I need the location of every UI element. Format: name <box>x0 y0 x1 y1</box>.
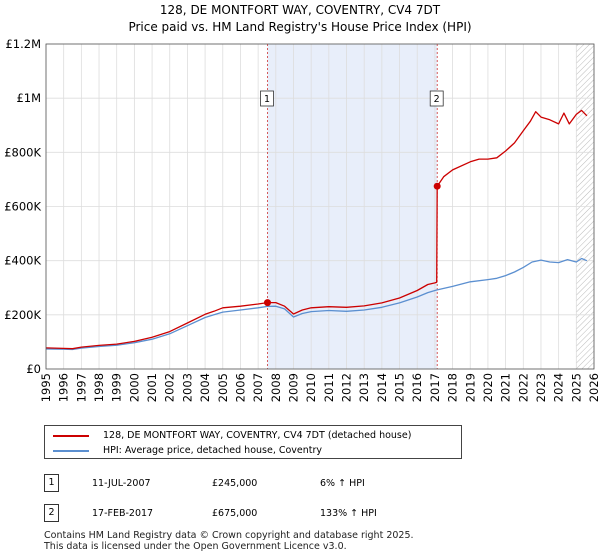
x-tick-label: 1998 <box>92 373 106 402</box>
sale-1-point <box>263 299 271 307</box>
x-tick-label: 2004 <box>198 373 212 402</box>
plot-frame <box>45 43 595 370</box>
sale-date: 17-FEB-2017 <box>92 508 154 519</box>
x-tick-label: 2011 <box>322 373 336 402</box>
y-tick-label: £800K <box>4 145 41 159</box>
x-tick-label: 2017 <box>428 373 442 402</box>
y-tick-label: £1.2M <box>5 37 41 51</box>
legend-swatch-property <box>53 434 89 437</box>
x-tick-label: 2016 <box>410 373 424 402</box>
x-tick-label: 2003 <box>180 373 194 402</box>
x-tick-label: 2010 <box>304 373 318 402</box>
sale-price: £245,000 <box>212 478 258 489</box>
x-tick-label: 2021 <box>499 373 513 402</box>
title-line-1: 128, DE MONTFORT WAY, COVENTRY, CV4 7DT <box>159 3 441 17</box>
sale-1-label-box <box>260 90 274 107</box>
y-tick-label: £1M <box>16 91 41 105</box>
sale-number: 2 <box>44 504 59 522</box>
x-tick-label: 2022 <box>516 373 530 402</box>
x-tick-label: 2000 <box>127 373 141 402</box>
x-tick-label: 2023 <box>534 373 548 402</box>
legend-item-property: 128, DE MONTFORT WAY, COVENTRY, CV4 7DT … <box>53 428 411 443</box>
y-tick-label: £600K <box>4 200 41 214</box>
legend-item-hpi: HPI: Average price, detached house, Cove… <box>53 443 322 458</box>
x-tick-label: 2005 <box>216 373 230 402</box>
x-tick-label: 2008 <box>269 373 283 402</box>
chart-title: 128, DE MONTFORT WAY, COVENTRY, CV4 7DT … <box>0 2 600 36</box>
sale-2-label-box <box>429 90 444 107</box>
footer-line-2: This data is licensed under the Open Gov… <box>44 540 347 552</box>
x-tick-label: 2007 <box>251 373 265 402</box>
x-tick-label: 2002 <box>163 373 177 402</box>
x-tick-label: 1995 <box>39 373 53 402</box>
sale-1-label: 1 <box>264 94 270 105</box>
x-tick-label: 2012 <box>340 373 354 402</box>
footer: Contains HM Land Registry data © Crown c… <box>44 530 414 552</box>
x-tick-label: 2015 <box>393 373 407 402</box>
x-tick-label: 2001 <box>145 373 159 402</box>
hpi-line <box>45 257 588 351</box>
legend: 128, DE MONTFORT WAY, COVENTRY, CV4 7DT … <box>44 425 462 459</box>
x-tick-label: 1999 <box>110 373 124 402</box>
x-tick-label: 2025 <box>569 373 583 402</box>
sale-2-point <box>433 182 441 190</box>
x-tick-label: 2019 <box>463 373 477 402</box>
price-chart: 1 2 £0 £200K £400K £600K £800K £1M £1.2M 1995 1996… <box>4 37 600 402</box>
x-tick-label: 2024 <box>552 373 566 402</box>
sale-hpi-change: 133% ↑ HPI <box>320 508 377 519</box>
sale-price: £675,000 <box>212 508 258 519</box>
sale-date: 11-JUL-2007 <box>92 478 151 489</box>
sale-hpi-change: 6% ↑ HPI <box>320 478 365 489</box>
footer-line-1: Contains HM Land Registry data © Crown c… <box>44 530 414 541</box>
x-tick-label: 2009 <box>287 373 301 402</box>
legend-label-hpi: HPI: Average price, detached house, Cove… <box>103 445 323 456</box>
x-tick-label: 2026 <box>587 373 600 402</box>
sale-2-label: 2 <box>434 94 440 105</box>
x-tick-label: 2013 <box>357 373 371 402</box>
y-tick-label: £0 <box>26 362 41 376</box>
y-tick-label: £400K <box>4 254 41 268</box>
y-tick-label: £200K <box>4 308 41 322</box>
x-tick-label: 1996 <box>57 373 71 402</box>
sale-number: 1 <box>44 474 59 492</box>
x-tick-label: 2006 <box>234 373 248 402</box>
x-tick-label: 2020 <box>481 373 495 402</box>
legend-swatch-hpi <box>53 449 89 452</box>
x-tick-label: 2018 <box>446 373 460 402</box>
property-price-line <box>45 109 588 350</box>
title-line-2: Price paid vs. HM Land Registry's House … <box>128 20 472 34</box>
legend-label-property: 128, DE MONTFORT WAY, COVENTRY, CV4 7DT … <box>103 430 412 441</box>
x-tick-label: 2014 <box>375 373 389 402</box>
x-tick-label: 1997 <box>74 373 88 402</box>
